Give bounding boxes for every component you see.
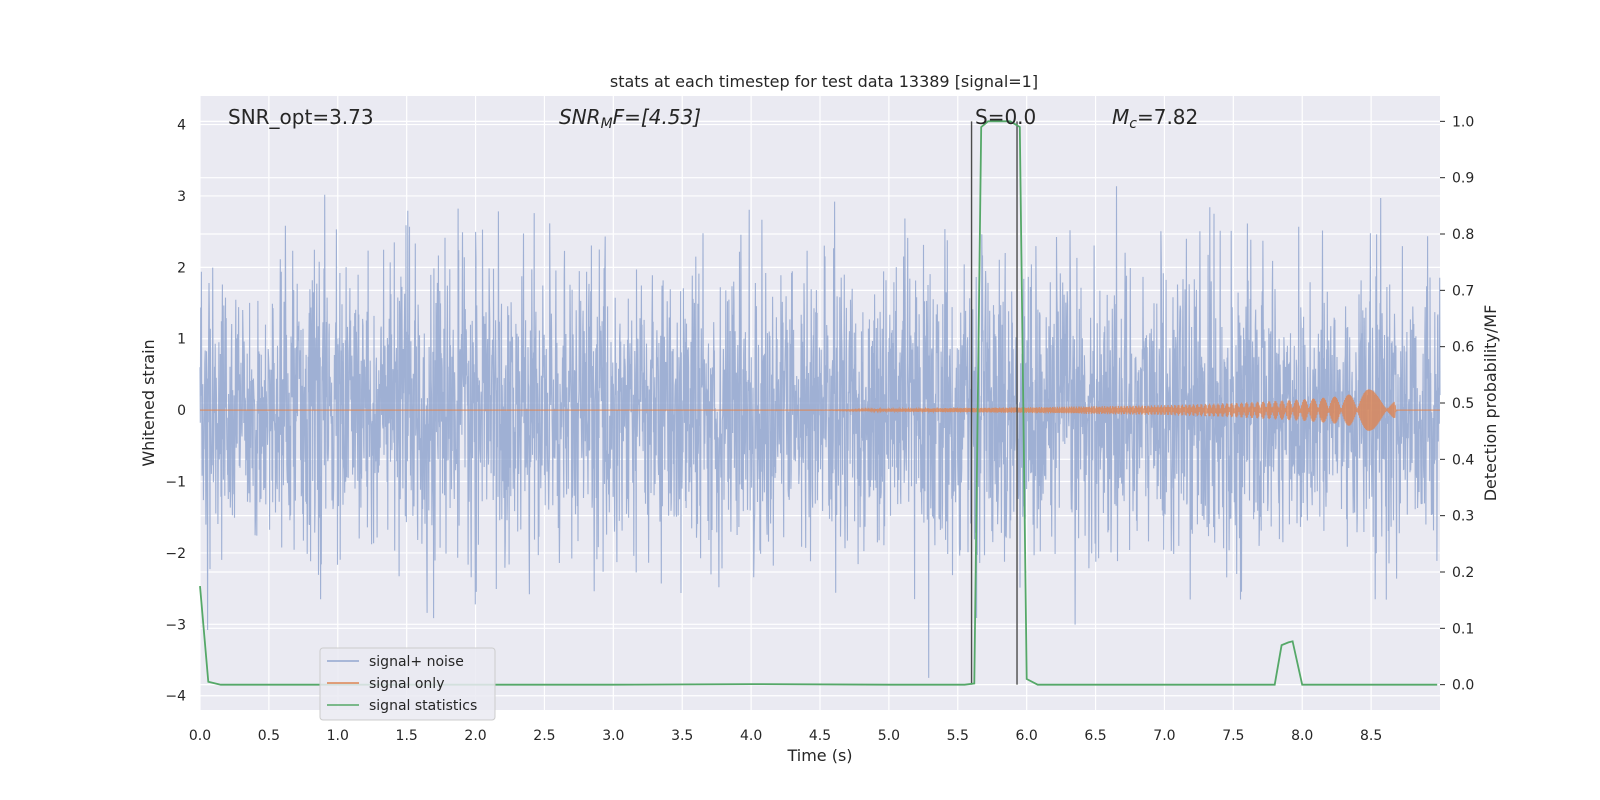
legend-label-noise: signal+ noise — [369, 654, 464, 670]
signal-only-line — [200, 389, 1440, 431]
y-right-tick-label: 0.6 — [1452, 340, 1474, 356]
y-left-tick-label: 4 — [177, 118, 186, 134]
y-left-tick-label: −4 — [165, 689, 186, 705]
chart-title: stats at each timestep for test data 133… — [610, 72, 1038, 91]
y-right-tick-label: 0.0 — [1452, 678, 1474, 694]
signal-statistics-series — [199, 120, 1438, 686]
y-left-tick-label: −2 — [165, 546, 186, 562]
signal-statistics-line — [199, 120, 1438, 686]
snr-mf-base: SNR — [559, 105, 601, 129]
y-left-tick-label: 2 — [177, 260, 186, 276]
x-tick-label: 4.0 — [740, 728, 762, 744]
x-tick-label: 8.5 — [1360, 728, 1382, 744]
x-tick-label: 7.0 — [1153, 728, 1175, 744]
y-right-tick-label: 0.5 — [1452, 396, 1474, 412]
y-left-tick-label: 1 — [177, 332, 186, 348]
x-tick-label: 0.0 — [189, 728, 211, 744]
y-right-tick-label: 0.9 — [1452, 171, 1474, 187]
x-tick-label: 3.0 — [602, 728, 624, 744]
y-left-tick-label: 3 — [177, 189, 186, 205]
snr-mf-sub: M — [601, 116, 613, 132]
x-tick-label: 6.0 — [1016, 728, 1038, 744]
y-left-tick-label: 0 — [177, 403, 186, 419]
x-tick-label: 7.5 — [1222, 728, 1244, 744]
mc-sub: c — [1129, 116, 1137, 132]
signal-only-series — [200, 389, 1440, 431]
y-right-tick-label: 0.3 — [1452, 509, 1474, 525]
y-left-tick-label: −1 — [165, 475, 186, 491]
y-left-tick-labels: 4 3 2 1 0 −1 −2 −3 −4 — [165, 118, 186, 705]
x-tick-label: 8.0 — [1291, 728, 1313, 744]
signal-plus-noise-line — [199, 186, 1441, 678]
x-tick-labels: 0.0 0.5 1.0 1.5 2.0 2.5 3.0 3.5 4.0 4.5 5.0 5.5 6.0 6… — [189, 728, 1382, 744]
mc-base: M — [1112, 105, 1129, 129]
legend-box — [319, 647, 496, 721]
signal-plus-noise-series — [199, 186, 1441, 678]
x-tick-label: 2.0 — [464, 728, 486, 744]
annotation-mc: Mc=7.82 — [1112, 105, 1198, 132]
y-right-tick-label: 0.8 — [1452, 227, 1474, 243]
x-tick-label: 1.0 — [327, 728, 349, 744]
x-tick-label: 5.5 — [947, 728, 969, 744]
y-right-tick-label: 0.4 — [1452, 452, 1474, 468]
x-tick-label: 4.5 — [809, 728, 831, 744]
x-tick-label: 6.5 — [1084, 728, 1106, 744]
y-right-tick-labels: 1.0 0.9 0.8 0.7 0.6 0.5 0.4 0.3 0.2 0.1 0.0 — [1440, 114, 1474, 694]
x-tick-label: 0.5 — [258, 728, 280, 744]
y-left-axis-label: Whitened strain — [139, 339, 158, 466]
y-right-axis-label: Detection probability/MF — [1481, 305, 1500, 502]
x-axis-label: Time (s) — [786, 746, 852, 765]
legend: signal+ noise signal only signal statist… — [319, 647, 496, 721]
annotation-snr-opt: SNR_opt=3.73 — [228, 105, 374, 129]
y-left-tick-label: −3 — [165, 617, 186, 633]
y-right-tick-label: 0.1 — [1452, 621, 1474, 637]
y-right-tick-label: 0.7 — [1452, 283, 1474, 299]
legend-label-signal-only: signal only — [369, 676, 444, 692]
annotation-snr-mf: SNRMF=[4.53] — [559, 105, 701, 132]
y-right-tick-label: 0.2 — [1452, 565, 1474, 581]
legend-label-statistics: signal statistics — [369, 698, 477, 714]
snr-mf-rest: F=[4.53] — [613, 105, 701, 129]
x-tick-label: 1.5 — [396, 728, 418, 744]
annotation-s-value: S=0.0 — [975, 105, 1036, 129]
x-tick-label: 5.0 — [878, 728, 900, 744]
x-tick-label: 3.5 — [671, 728, 693, 744]
y-right-tick-label: 1.0 — [1452, 114, 1474, 130]
x-tick-label: 2.5 — [533, 728, 555, 744]
mc-rest: =7.82 — [1137, 105, 1198, 129]
